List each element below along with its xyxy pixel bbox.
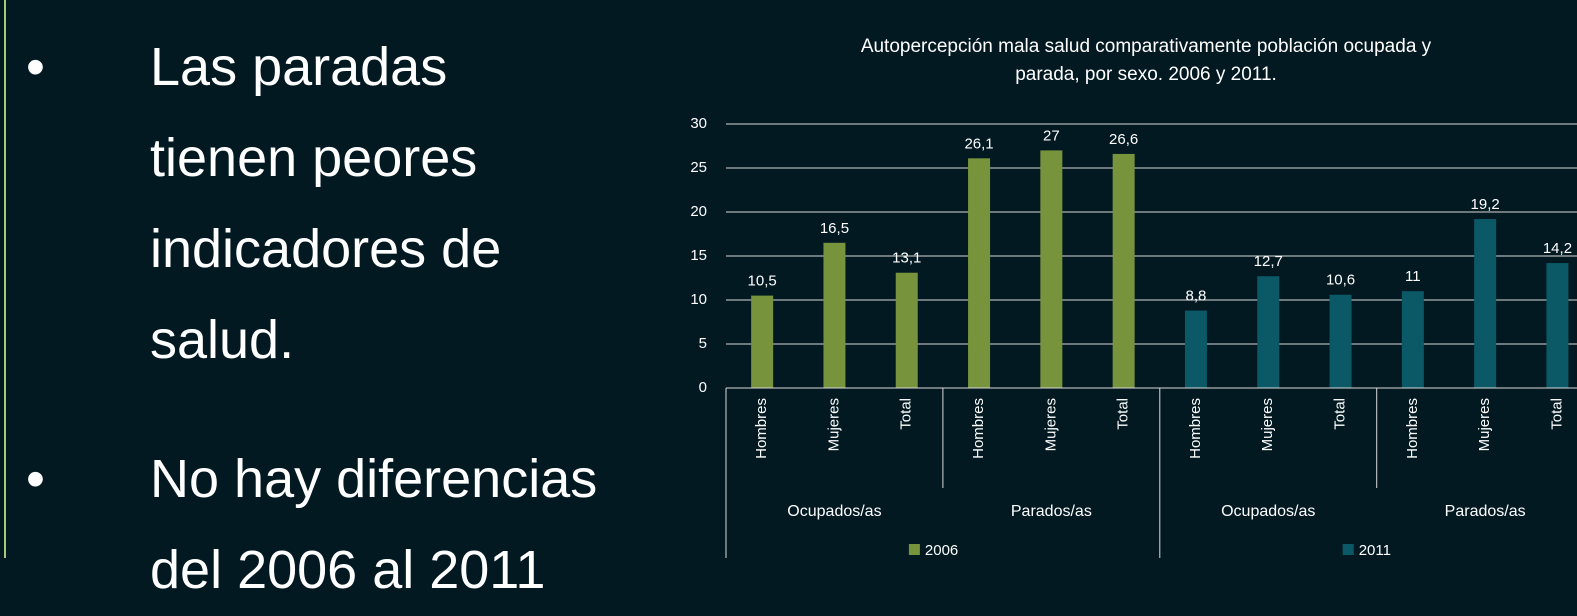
data-label: 19,2: [1471, 196, 1500, 213]
y-tick-label: 30: [690, 115, 707, 132]
bar: [1401, 291, 1424, 388]
x-tick-label: Total: [1548, 398, 1565, 430]
bullet: •: [26, 37, 45, 97]
y-tick-label: 5: [699, 335, 707, 352]
x-tick-label: Hombres: [1404, 398, 1421, 459]
bar: [1546, 263, 1569, 388]
bar: [1474, 219, 1497, 388]
x-tick-label: Mujeres: [1042, 398, 1059, 451]
x-tick-label: Mujeres: [1476, 398, 1493, 451]
bar: [968, 158, 991, 388]
data-label: 26,1: [964, 135, 993, 152]
x-tick-label: Total: [1332, 398, 1349, 430]
data-label: 27: [1043, 127, 1060, 144]
bar: [1040, 150, 1063, 388]
y-tick-label: 15: [690, 247, 707, 264]
group-label: Parados/as: [1445, 503, 1526, 520]
bullet: •: [26, 449, 45, 509]
x-tick-label: Mujeres: [825, 398, 842, 451]
bullet-text: tienen peores: [150, 128, 478, 188]
bar: [823, 242, 846, 388]
bullet-text: No hay diferencias: [150, 449, 598, 509]
data-label: 11: [1405, 268, 1421, 285]
x-tick-label: Mujeres: [1259, 398, 1276, 451]
bullet-text: indicadores de: [150, 219, 502, 279]
y-tick-label: 0: [699, 379, 707, 396]
chart-title: parada, por sexo. 2006 y 2011.: [1015, 64, 1277, 85]
group-label: Parados/as: [1011, 503, 1092, 520]
bar: [751, 295, 774, 388]
group-label: Ocupados/as: [1221, 503, 1315, 520]
bar: [895, 272, 918, 388]
left-border: [4, 0, 6, 558]
bullet-text: salud.: [150, 310, 295, 370]
legend-label: 2011: [1359, 542, 1391, 558]
bar: [1112, 153, 1135, 388]
x-tick-label: Hombres: [753, 398, 770, 459]
slide: • Las paradas tienen peores indicadores de s…: [4, 0, 1577, 600]
legend-swatch: [1342, 544, 1354, 555]
legend-label: 2006: [925, 542, 958, 558]
data-label: 10,5: [748, 273, 777, 290]
group-label: Ocupados/as: [787, 503, 881, 520]
data-label: 13,1: [892, 250, 921, 267]
data-label: 16,5: [820, 220, 849, 237]
x-tick-label: Total: [898, 398, 915, 430]
chart-title: Autopercepción mala salud comparativamen…: [861, 36, 1432, 57]
y-tick-label: 20: [690, 203, 707, 220]
bar: [1329, 294, 1352, 388]
data-label: 10,6: [1326, 272, 1355, 289]
data-label: 26,6: [1109, 131, 1138, 148]
legend-swatch: [908, 544, 920, 555]
x-tick-label: Hombres: [970, 398, 987, 459]
data-label: 14,2: [1543, 240, 1572, 257]
data-label: 8,8: [1186, 288, 1207, 305]
chart: Autopercepción mala salud comparativamen…: [690, 36, 1577, 558]
page: • Las paradas tienen peores indicadores de s…: [4, 0, 1577, 600]
y-tick-label: 25: [690, 159, 707, 176]
x-tick-label: Hombres: [1187, 398, 1204, 459]
x-tick-label: Total: [1115, 398, 1132, 430]
bar: [1184, 310, 1207, 388]
y-tick-label: 10: [690, 291, 707, 308]
bar: [1257, 276, 1280, 388]
bullet-text: Las paradas: [150, 37, 448, 97]
data-label: 12,7: [1254, 253, 1283, 270]
